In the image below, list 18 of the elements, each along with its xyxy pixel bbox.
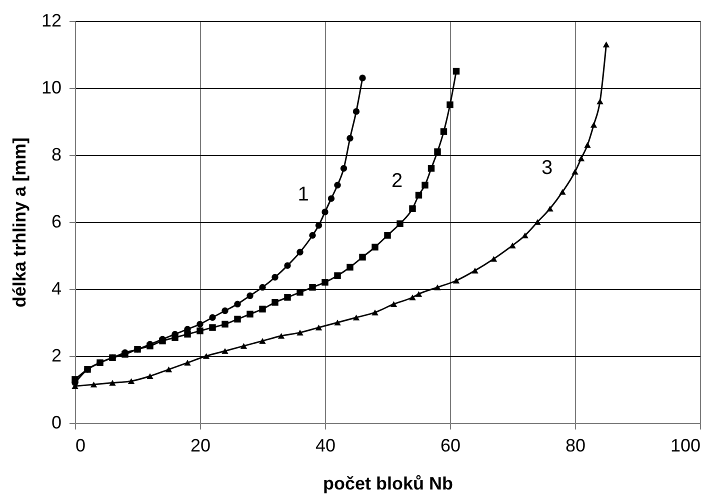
y-tick-label: 12 — [41, 10, 62, 30]
y-tick-label: 8 — [51, 144, 62, 164]
annotation: 1 — [298, 184, 309, 206]
x-tick-label: 40 — [315, 436, 336, 456]
y-tick-label: 10 — [41, 78, 62, 98]
y-tick-label: 2 — [51, 346, 62, 366]
x-tick-label: 20 — [190, 436, 211, 456]
x-tick-label: 0 — [76, 436, 86, 456]
x-tick-label: 100 — [670, 436, 700, 456]
x-axis-title: počet bloků Nb — [323, 474, 454, 494]
y-tick-label: 6 — [51, 212, 62, 232]
x-tick-label: 80 — [565, 436, 586, 456]
y-axis-title: délka trhliny a [mm] — [9, 137, 30, 308]
annotation: 3 — [541, 156, 553, 179]
x-tick-label: 60 — [440, 436, 461, 456]
y-tick-label: 0 — [51, 412, 62, 432]
annotation: 2 — [391, 170, 403, 192]
y-tick-label: 4 — [51, 278, 62, 298]
